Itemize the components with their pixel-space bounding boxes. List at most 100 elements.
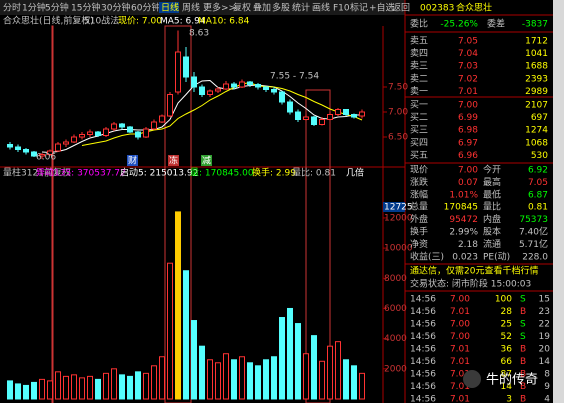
toolbar-button[interactable]: 多股 xyxy=(272,2,290,14)
order-ratio: 委比 xyxy=(410,18,428,30)
toolbar-button[interactable]: 周线 xyxy=(182,2,200,14)
toolbar-button[interactable]: 统计 xyxy=(292,2,310,14)
trade-side: B xyxy=(520,345,526,355)
stat-value: 7.40亿 xyxy=(519,226,548,238)
toolbar-button[interactable]: 画线 xyxy=(312,2,330,14)
volume-bar xyxy=(255,365,261,400)
volume-bar xyxy=(167,262,173,400)
candle-body xyxy=(199,86,205,95)
stat-label: 量比 xyxy=(483,201,501,213)
trade-status: 交易状态: 闭市阶段 15:00:03 xyxy=(410,278,531,290)
scrollbar[interactable] xyxy=(553,0,564,403)
toolbar-button[interactable]: 30分钟 xyxy=(101,2,130,14)
candle-body xyxy=(343,109,349,115)
volume-bar xyxy=(79,377,85,400)
trade-time: 14:56 xyxy=(410,307,436,317)
trade-count: 15 xyxy=(539,295,550,305)
toolbar-button[interactable]: F10 xyxy=(333,4,350,14)
stat-label: 涨跌 xyxy=(410,177,428,188)
book-price: 7.04 xyxy=(458,49,478,59)
stat-label: 现价 xyxy=(410,165,428,176)
candle-body xyxy=(7,144,13,148)
volume-bar xyxy=(215,362,221,400)
trade-count: 8 xyxy=(544,370,550,380)
trade-volume: 28 xyxy=(501,307,513,317)
candle-body xyxy=(31,151,37,157)
info-text: MA5: 6.94 xyxy=(160,17,206,27)
toolbar-button[interactable]: 标记 xyxy=(350,2,368,14)
toolbar-button[interactable]: 分时 xyxy=(3,2,21,14)
trade-time: 14:56 xyxy=(410,370,436,380)
trade-time: 14:56 xyxy=(410,382,436,392)
y-tick-label: 12000 xyxy=(384,213,413,223)
candle-body xyxy=(287,101,293,113)
volume-bar xyxy=(175,211,181,400)
candle-body xyxy=(303,116,309,120)
book-price: 6.98 xyxy=(458,126,478,136)
candle-body xyxy=(119,123,125,128)
marker: 减 xyxy=(202,155,211,167)
candle-body xyxy=(335,109,341,115)
trade-count: 14 xyxy=(539,357,551,367)
toolbar-button[interactable]: 更多>> xyxy=(203,2,236,14)
trade-time: 14:56 xyxy=(410,332,436,342)
trade-price: 7.01 xyxy=(450,382,470,392)
book-price: 6.96 xyxy=(458,151,478,161)
candle-body xyxy=(183,56,189,78)
book-volume: 1041 xyxy=(525,49,548,59)
frame xyxy=(51,25,54,403)
volume-bar xyxy=(287,307,293,400)
y-tick-label: 12725 xyxy=(384,203,413,213)
trade-side: S xyxy=(520,332,526,342)
stat-value: 228.0 xyxy=(522,252,548,262)
volume-bar xyxy=(23,384,29,400)
stat-label: 涨幅 xyxy=(410,188,428,200)
y-tick-label: 6000 xyxy=(384,304,407,314)
toolbar-button[interactable]: 15分钟 xyxy=(71,2,100,14)
book-volume: 1068 xyxy=(525,138,548,148)
toolbar-button[interactable]: 1分钟 xyxy=(22,2,46,14)
volume-bar xyxy=(39,378,45,400)
volume-header: 几倍 xyxy=(346,167,364,179)
volume-bar xyxy=(263,359,269,400)
toolbar-button[interactable]: 返回 xyxy=(392,2,410,14)
toolbar-button[interactable]: 叠加 xyxy=(253,3,271,14)
toolbar-button[interactable]: 复权 xyxy=(233,2,251,14)
trade-count: 23 xyxy=(539,307,550,317)
volume-header: 启动5: 215013.92 xyxy=(120,167,198,179)
chart-title: 合众思壮(日线,前复权) xyxy=(3,15,94,27)
book-price: 7.01 xyxy=(458,87,478,97)
volume-bar xyxy=(143,372,149,400)
annotation: 6.06 xyxy=(36,153,56,163)
book-label: 买四 xyxy=(410,137,428,148)
trade-side: B xyxy=(520,370,526,380)
annotation: 8.63 xyxy=(189,29,209,39)
book-label: 买五 xyxy=(410,150,428,161)
toolbar-button[interactable]: 日线 xyxy=(161,2,179,14)
trade-price: 7.01 xyxy=(450,345,470,355)
toolbar-button[interactable]: 5分钟 xyxy=(45,2,69,14)
candle-body xyxy=(23,149,29,153)
y-tick-label: 7.00 xyxy=(388,108,408,118)
book-price: 7.02 xyxy=(458,74,478,84)
watermark: 牛的传奇 xyxy=(463,370,538,388)
volume-bar xyxy=(199,345,205,400)
frame xyxy=(164,25,192,403)
toolbar-button[interactable]: 60分钟 xyxy=(131,2,160,14)
trade-price: 7.01 xyxy=(450,370,470,380)
trade-volume: 52 xyxy=(501,332,512,342)
book-volume: 530 xyxy=(531,151,548,161)
volume-bar xyxy=(239,356,245,400)
promo-link[interactable]: 通达信，仅需20元查看千档行情 xyxy=(410,265,538,277)
candle-body xyxy=(359,111,365,117)
candle-body xyxy=(239,81,245,88)
stat-value: 7.00 xyxy=(458,166,478,176)
candle-body xyxy=(151,121,157,130)
stat-label: 净资 xyxy=(410,238,428,250)
stat-label: 外盘 xyxy=(410,213,428,225)
stat-label: 今开 xyxy=(483,164,501,176)
volume-header: 换手: 2.99 xyxy=(252,167,296,179)
toolbar-button[interactable]: +自选 xyxy=(369,2,395,14)
stat-label: 总量 xyxy=(410,201,428,213)
volume-bar xyxy=(31,381,37,400)
